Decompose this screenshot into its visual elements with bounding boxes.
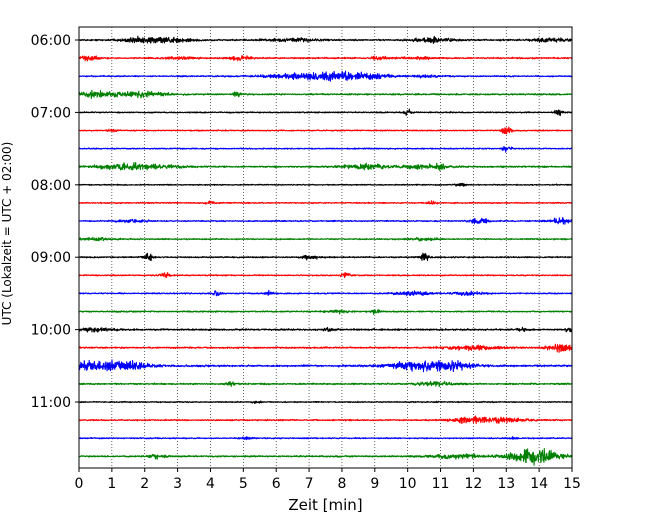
x-tick-label: 11 (432, 476, 450, 492)
trace-18 (78, 359, 573, 373)
trace-19 (78, 380, 573, 388)
trace-10 (78, 216, 573, 225)
trace-15 (78, 308, 573, 315)
trace-2 (78, 70, 573, 82)
x-axis-ticks: 0 1 2 3 4 5 6 7 8 9 10 11 12 13 14 15 (75, 468, 581, 492)
x-tick-label: 3 (173, 476, 182, 492)
trace-17 (78, 343, 573, 353)
y-tick-label: 11:00 (31, 395, 71, 411)
trace-21 (78, 415, 573, 425)
seismic-traces (78, 35, 573, 466)
x-tick-label: 9 (370, 476, 379, 492)
y-tick-label: 09:00 (31, 250, 71, 266)
y-tick-label: 06:00 (31, 33, 71, 49)
y-tick-label: 07:00 (31, 105, 71, 121)
x-tick-label: 10 (399, 476, 417, 492)
trace-22 (78, 436, 573, 441)
y-tick-label: 08:00 (31, 178, 71, 194)
trace-12 (78, 252, 573, 262)
trace-4 (78, 108, 573, 117)
trace-1 (78, 55, 573, 62)
x-tick-label: 12 (464, 476, 482, 492)
x-tick-label: 14 (530, 476, 548, 492)
x-tick-label: 4 (206, 476, 215, 492)
trace-16 (78, 326, 573, 333)
trace-5 (78, 126, 573, 135)
trace-23 (78, 447, 573, 466)
trace-20 (78, 400, 573, 404)
plot-frame (78, 26, 573, 469)
trace-0 (78, 35, 573, 44)
trace-7 (78, 162, 573, 172)
x-tick-label: 1 (107, 476, 116, 492)
x-tick-label: 0 (75, 476, 84, 492)
x-tick-label: 6 (272, 476, 281, 492)
y-tick-label: 10:00 (31, 323, 71, 339)
trace-14 (78, 289, 573, 297)
x-axis-label: Zeit [min] (288, 496, 362, 514)
x-tick-label: 7 (305, 476, 314, 492)
x-tick-label: 5 (239, 476, 248, 492)
trace-6 (78, 146, 573, 153)
y-axis-ticks: 06:00 07:00 08:00 09:00 10:00 11:00 (31, 33, 79, 411)
trace-9 (78, 200, 573, 205)
trace-11 (78, 236, 573, 242)
x-tick-label: 13 (497, 476, 515, 492)
x-tick-label: 2 (140, 476, 149, 492)
x-tick-label: 8 (337, 476, 346, 492)
trace-13 (78, 272, 573, 279)
trace-3 (78, 89, 573, 100)
trace-8 (78, 182, 573, 187)
y-axis-label: UTC (Lokalzeit = UTC + 02:00) (0, 142, 14, 326)
x-tick-label: 15 (563, 476, 581, 492)
